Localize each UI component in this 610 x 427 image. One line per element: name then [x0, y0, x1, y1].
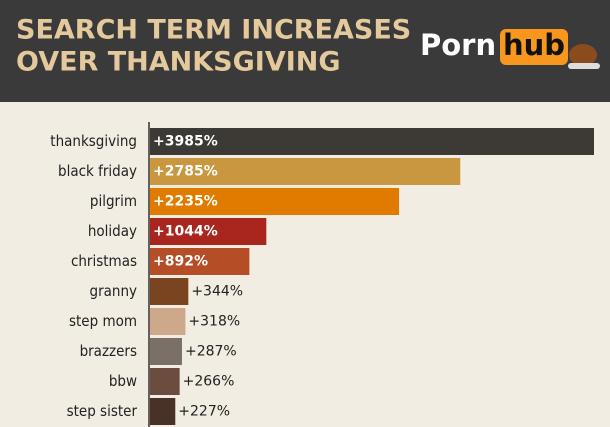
- category-label: bbw: [109, 372, 137, 390]
- category-label: christmas: [71, 252, 137, 270]
- bar: [150, 128, 594, 155]
- value-label: +892%: [153, 254, 208, 270]
- bar: [150, 398, 176, 425]
- bar: [150, 308, 186, 335]
- category-label: step sister: [67, 402, 138, 420]
- value-label: +318%: [188, 314, 240, 330]
- logo-text: Porn: [420, 28, 496, 62]
- logo: Porn hub: [420, 28, 600, 69]
- value-label: +227%: [178, 404, 230, 420]
- chart-title: OVER THANKSGIVING: [16, 47, 341, 78]
- logo-box: [500, 29, 568, 65]
- value-label: +2785%: [153, 164, 218, 180]
- chart-title: SEARCH TERM INCREASES: [16, 15, 411, 46]
- value-label: +1044%: [153, 224, 218, 240]
- category-label: holiday: [88, 222, 137, 240]
- category-label: granny: [90, 282, 137, 300]
- value-label: +266%: [183, 374, 235, 390]
- category-label: pilgrim: [90, 192, 137, 210]
- value-label: +2235%: [153, 194, 218, 210]
- bar: [150, 188, 400, 215]
- logo-text: hub: [503, 28, 565, 62]
- value-label: +3985%: [153, 134, 218, 150]
- category-label: brazzers: [80, 342, 137, 360]
- plate-icon: [568, 63, 600, 69]
- bar: [150, 158, 461, 185]
- bar: [150, 338, 182, 365]
- bar: [150, 368, 180, 395]
- bar: [150, 218, 267, 245]
- bar: [150, 248, 250, 275]
- bar: [150, 278, 189, 305]
- category-label: black friday: [58, 162, 137, 180]
- value-label: +344%: [191, 284, 243, 300]
- category-label: step mom: [69, 312, 137, 330]
- turkey-icon: [569, 44, 597, 66]
- category-label: thanksgiving: [50, 132, 137, 150]
- value-label: +287%: [185, 344, 237, 360]
